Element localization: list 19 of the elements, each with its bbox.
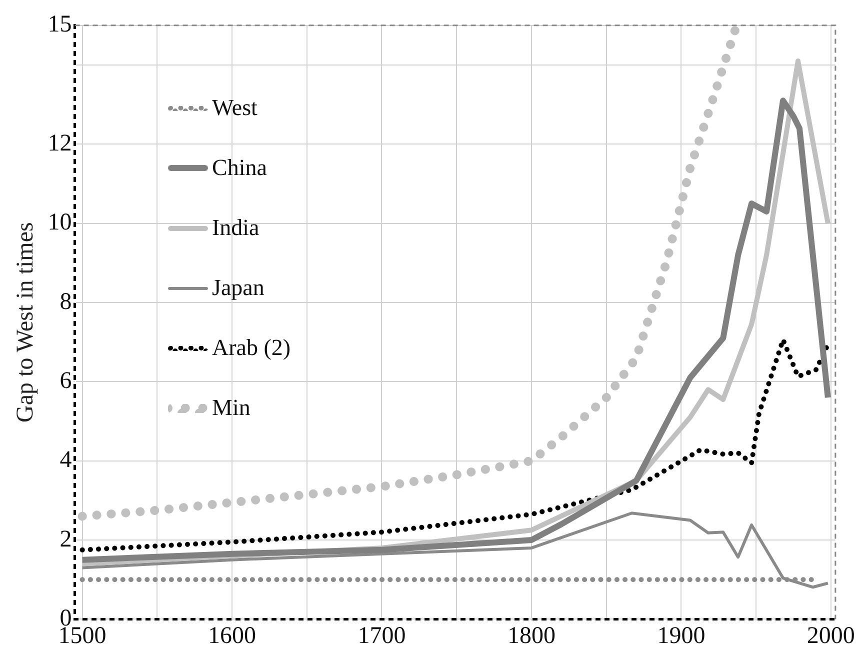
x-tick-label: 1900	[657, 622, 706, 649]
x-tick-label: 1700	[358, 622, 406, 649]
legend-label: China	[212, 155, 267, 181]
y-tick-label: 15	[48, 12, 72, 38]
y-tick-label: 8	[60, 288, 72, 315]
y-axis-title: Gap to West in times	[12, 222, 39, 422]
y-tick-label: 12	[48, 130, 72, 156]
x-tick-label: 1600	[208, 622, 256, 649]
legend-label: Min	[212, 395, 250, 421]
legend-label: Arab (2)	[212, 335, 291, 361]
x-tick-label: 1800	[507, 622, 556, 649]
x-tick-label: 2000	[806, 622, 855, 649]
y-tick-label: 10	[48, 210, 72, 236]
y-tick-label: 2	[60, 526, 72, 552]
y-tick-label: 6	[60, 368, 72, 394]
legend-label: Japan	[212, 275, 264, 301]
legend-label: India	[212, 215, 260, 241]
legend-label: West	[212, 95, 258, 121]
y-tick-label: 4	[60, 447, 72, 474]
